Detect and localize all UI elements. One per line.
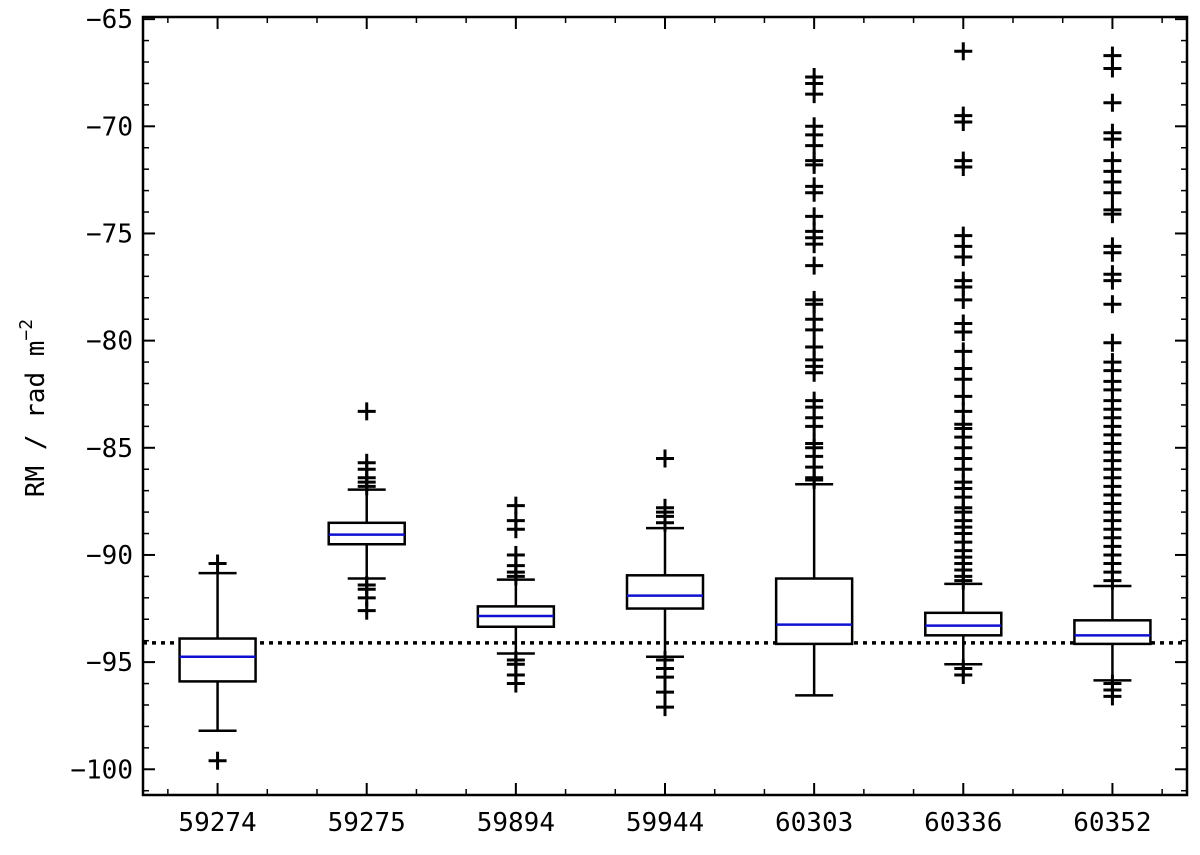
y-axis-label-text: RM / rad m — [21, 341, 51, 498]
y-tick-label: −75 — [86, 219, 133, 249]
y-tick-label: −70 — [86, 112, 133, 142]
iqr-box — [1073, 619, 1152, 646]
outlier-point — [954, 665, 973, 684]
iqr-box — [625, 574, 705, 610]
outlier-point — [208, 751, 227, 770]
outlier-point — [805, 320, 824, 339]
outlier-point — [805, 470, 824, 489]
outlier-point — [357, 477, 376, 496]
box-60336 — [924, 42, 1003, 684]
outlier-point — [357, 402, 376, 421]
outlier-point — [805, 256, 824, 275]
outlier-point — [954, 571, 973, 590]
box-60352 — [1073, 46, 1152, 706]
y-tick-label: −95 — [86, 648, 133, 678]
outlier-point — [954, 158, 973, 177]
y-tick-label: −100 — [70, 755, 133, 785]
outlier-point — [805, 417, 824, 436]
outlier-point — [506, 567, 525, 586]
x-tick-label: 59274 — [178, 808, 256, 838]
outlier-point — [1103, 687, 1122, 706]
outlier-point — [954, 42, 973, 61]
outlier-point — [357, 601, 376, 620]
box-59274 — [178, 554, 257, 770]
outlier-point — [805, 363, 824, 382]
y-tick-label: −90 — [86, 541, 133, 571]
outlier-point — [954, 113, 973, 132]
y-tick-label: −80 — [86, 327, 133, 357]
outlier-point — [954, 290, 973, 309]
outlier-point — [656, 513, 674, 532]
outlier-point — [1103, 333, 1122, 352]
axes-layer: −65 −70 −75 −80 −85 −90 −95 −100 59274 59275 59894… — [70, 5, 1189, 838]
x-tick-label: 60352 — [1073, 808, 1151, 838]
outlier-point — [954, 323, 973, 342]
x-tick-label: 59275 — [328, 808, 406, 838]
box-60303 — [774, 68, 854, 697]
y-tick-label: −65 — [86, 5, 133, 35]
outlier-point — [506, 674, 525, 693]
outlier-point — [208, 554, 227, 573]
x-tick-label: 60303 — [775, 808, 853, 838]
outlier-point — [506, 520, 525, 539]
boxes-layer — [178, 42, 1152, 770]
box-59894 — [476, 496, 556, 693]
outlier-point — [656, 449, 674, 468]
outlier-point — [1103, 295, 1122, 314]
outlier-point — [954, 248, 973, 267]
outlier-point — [805, 235, 824, 254]
x-tick-label: 60336 — [924, 808, 1002, 838]
iqr-box — [774, 577, 854, 646]
x-tick-label: 59944 — [626, 808, 704, 838]
x-tick-label: 59894 — [477, 808, 555, 838]
iqr-box — [924, 611, 1003, 637]
outlier-point — [1103, 271, 1122, 290]
y-tick-label: −85 — [86, 434, 133, 464]
outlier-point — [656, 698, 674, 717]
outlier-point — [954, 387, 973, 406]
outlier-point — [805, 183, 824, 202]
box-59275 — [327, 402, 406, 620]
outlier-point — [506, 496, 525, 515]
outlier-point — [805, 85, 824, 104]
outlier-point — [1103, 59, 1122, 78]
box-59944 — [625, 449, 705, 717]
outlier-point — [1103, 205, 1122, 224]
outlier-point — [805, 207, 824, 226]
outlier-point — [1103, 183, 1122, 202]
outlier-point — [1103, 243, 1122, 262]
y-axis-label: RM / rad m−2 — [16, 319, 51, 497]
outlier-point — [805, 295, 824, 314]
y-axis-label-exponent: −2 — [16, 319, 37, 341]
outlier-point — [656, 683, 674, 702]
outlier-point — [954, 370, 973, 389]
iqr-box — [178, 637, 257, 683]
outlier-point — [656, 668, 674, 687]
outlier-point — [954, 342, 973, 361]
outlier-point — [805, 155, 824, 174]
outlier-point — [1103, 571, 1122, 590]
outlier-point — [1103, 130, 1122, 149]
outlier-point — [1103, 93, 1122, 112]
outlier-point — [805, 136, 824, 155]
